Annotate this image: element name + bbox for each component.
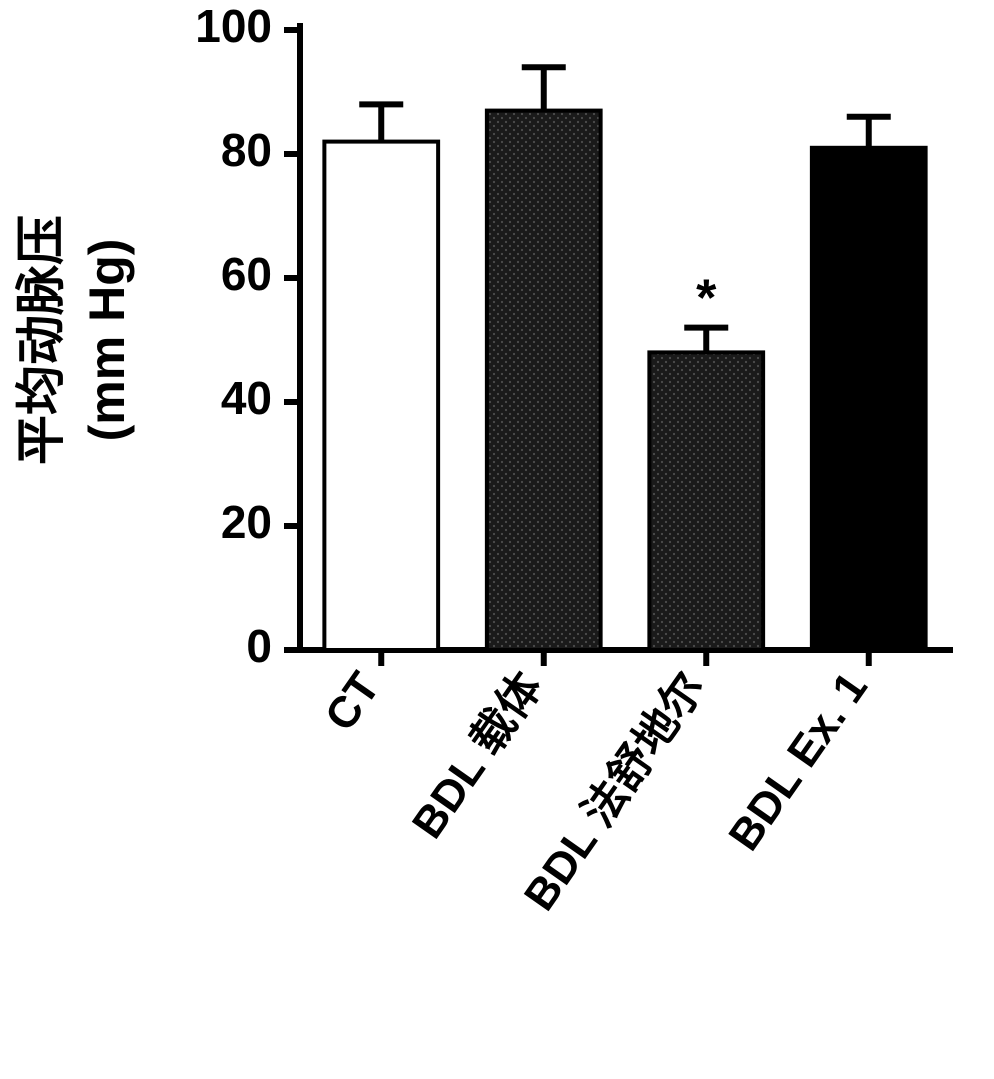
y-tick-label: 100 — [195, 0, 272, 52]
y-tick-label: 60 — [221, 248, 272, 300]
bar — [812, 148, 926, 650]
y-tick-label: 40 — [221, 372, 272, 424]
y-tick-label: 20 — [221, 496, 272, 548]
significance-marker: * — [696, 270, 717, 328]
y-tick-label: 0 — [246, 620, 272, 672]
bar — [649, 352, 763, 650]
y-tick-label: 80 — [221, 124, 272, 176]
bar-chart: 020406080100平均动脉压(mm Hg)CTBDL 载体*BDL 法舒地… — [0, 0, 994, 1079]
y-axis-label-line2: (mm Hg) — [79, 239, 135, 442]
bar — [324, 142, 438, 650]
y-axis-label-line1: 平均动脉压 — [13, 215, 69, 465]
bar — [487, 111, 601, 650]
